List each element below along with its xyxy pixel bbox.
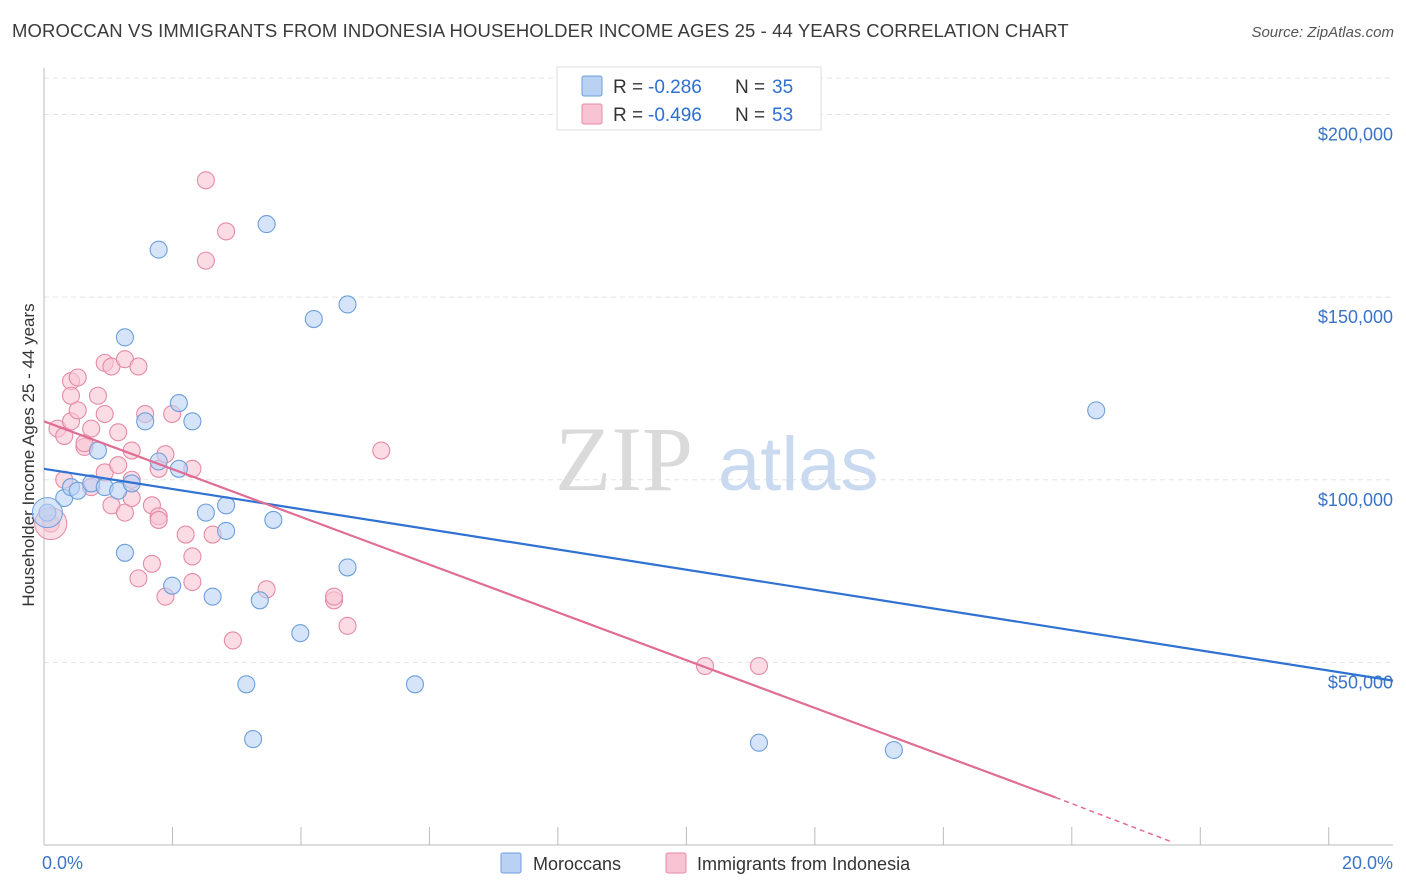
moroccan-point [217, 521, 236, 540]
bottom-legend-swatch-indonesia [665, 852, 687, 874]
moroccan-point [1087, 401, 1106, 420]
moroccan-point [264, 510, 283, 529]
watermark-zip: ZIP [555, 408, 693, 510]
moroccan-point [884, 740, 903, 760]
chart-title: MOROCCAN VS IMMIGRANTS FROM INDONESIA HO… [12, 20, 1069, 41]
moroccan-point [405, 675, 425, 694]
indonesia-point [68, 368, 87, 387]
moroccan-point [169, 394, 188, 413]
moroccan-point [183, 412, 202, 431]
indonesia-point [88, 386, 108, 405]
indonesia-point [183, 547, 202, 566]
indonesia-trend-line [43, 420, 1057, 799]
indonesia-point [109, 456, 128, 475]
moroccan-point [196, 503, 215, 522]
legend-swatch-indonesia [581, 103, 603, 125]
bottom-legend-moroccans: Moroccans [533, 854, 621, 874]
y-tick-labels: $50,000$100,000$150,000$200,000 [1318, 125, 1393, 693]
indonesia-point [372, 441, 391, 460]
legend-r-value-1: -0.286 [648, 77, 702, 98]
moroccan-point [136, 412, 155, 431]
watermark: ZIP atlas [555, 408, 879, 510]
moroccan-point [291, 624, 310, 643]
moroccan-point [250, 591, 269, 610]
moroccan-point [338, 295, 357, 314]
moroccan-point [237, 675, 256, 694]
y-tick-label: $100,000 [1318, 490, 1393, 510]
bottom-legend-swatch-moroccans [500, 852, 522, 874]
legend-r-label-1: R = [613, 77, 643, 98]
indonesia-point [109, 423, 128, 442]
indonesia-point [68, 401, 87, 420]
indonesia-point [129, 569, 148, 588]
legend-n-value-2: 53 [772, 105, 793, 126]
x-tick-label-min: 0.0% [42, 853, 83, 873]
source-credit: Source: ZipAtlas.com [1251, 24, 1394, 41]
indonesia-point [176, 525, 195, 544]
indonesia-point [149, 510, 168, 529]
moroccan-point [257, 215, 276, 234]
legend-box: R = -0.286 N = 35 R = -0.496 N = 53 [556, 66, 822, 131]
moroccan-point [115, 328, 134, 347]
indonesia-point [82, 419, 101, 438]
moroccan-point [749, 733, 769, 752]
watermark-atlas: atlas [718, 422, 879, 507]
indonesia-point [129, 357, 148, 376]
moroccan-point [203, 587, 222, 606]
moroccan-point [244, 730, 263, 749]
y-tick-label: $200,000 [1318, 125, 1393, 145]
moroccan-point-large [31, 497, 63, 529]
legend-r-label-2: R = [613, 105, 643, 126]
indonesia-point [115, 503, 134, 522]
indonesia-point [217, 222, 236, 241]
moroccan-point [304, 310, 323, 329]
indonesia-point [95, 404, 114, 424]
indonesia-point [55, 426, 74, 445]
indonesia-point [196, 251, 215, 270]
indonesia-point [196, 171, 215, 190]
trend-lines [43, 420, 1394, 843]
x-tick-label-max: 20.0% [1342, 853, 1393, 873]
indonesia-point [324, 587, 344, 606]
moroccan-point [149, 240, 168, 259]
indonesia-trend-line-extension [1055, 796, 1171, 843]
indonesia-point [142, 554, 161, 573]
axes [43, 68, 1393, 846]
moroccan-point [115, 543, 134, 562]
legend-n-label-1: N = [735, 77, 765, 98]
indonesia-point [338, 616, 357, 635]
indonesia-point [223, 631, 242, 650]
y-tick-label: $150,000 [1318, 307, 1393, 327]
bottom-legend: Moroccans Immigrants from Indonesia [500, 852, 911, 874]
bottom-legend-indonesia: Immigrants from Indonesia [697, 854, 911, 874]
moroccan-point [338, 558, 357, 577]
legend-n-label-2: N = [735, 105, 765, 126]
moroccan-point [163, 576, 182, 595]
legend-r-value-2: -0.496 [648, 105, 702, 126]
legend-swatch-moroccans [581, 75, 603, 97]
indonesia-point [183, 572, 202, 592]
y-axis-label: Householder Income Ages 25 - 44 years [19, 303, 38, 606]
legend-n-value-1: 35 [772, 77, 793, 98]
indonesia-point [749, 656, 769, 676]
indonesia-point [61, 386, 81, 405]
